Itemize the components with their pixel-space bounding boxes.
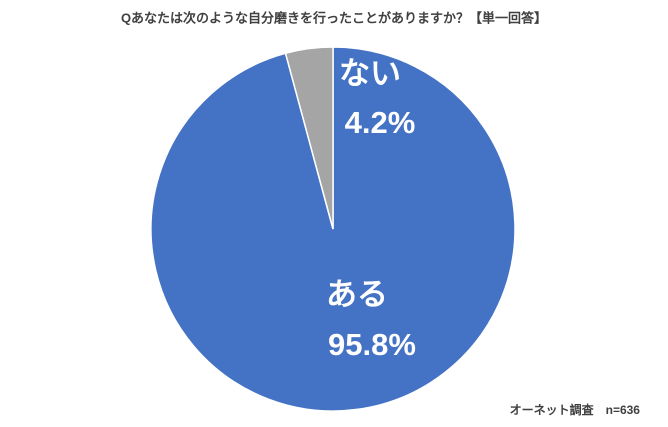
- chart-title: Qあなたは次のような自分磨きを行ったことがありますか？【単一回答】: [121, 10, 547, 25]
- slice-category-label: ある: [326, 277, 388, 312]
- slice-value-label: 4.2%: [345, 105, 416, 140]
- source-note: オーネット調査 n=636: [510, 402, 641, 417]
- pie-slice: [284, 46, 334, 230]
- slice-category-label: ない: [339, 56, 401, 91]
- slice-value-label: 95.8%: [328, 327, 416, 362]
